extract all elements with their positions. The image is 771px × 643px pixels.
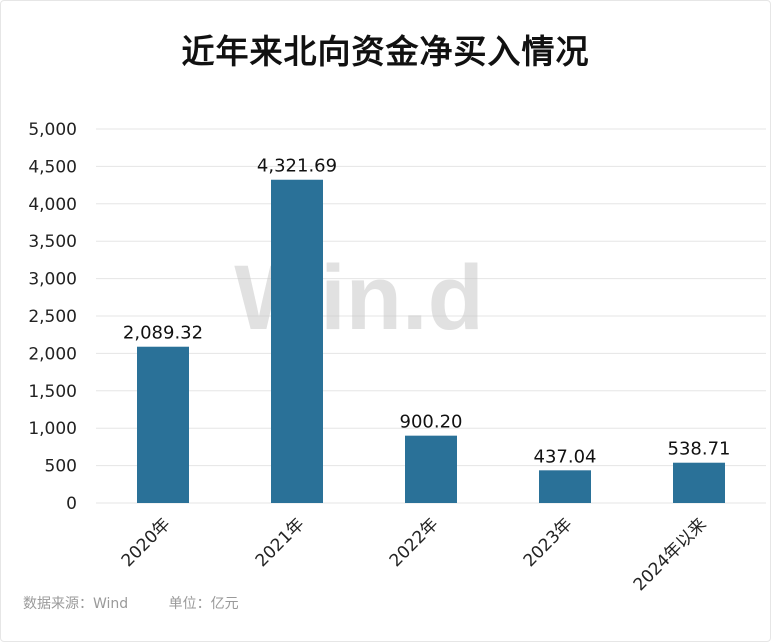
y-tick-label: 4,500: [28, 157, 77, 177]
x-tick-label: 2020年: [118, 514, 175, 571]
unit-note: 单位：亿元: [168, 596, 239, 612]
y-tick-label: 0: [66, 494, 77, 514]
bar: [673, 462, 725, 503]
bar: [137, 346, 189, 503]
y-tick-label: 3,500: [28, 232, 77, 252]
data-label: 900.20: [400, 412, 463, 433]
y-tick-label: 3,000: [28, 270, 77, 290]
y-tick-label: 500: [45, 457, 77, 477]
bar: [405, 435, 457, 503]
x-tick-label: 2024年以来: [630, 514, 711, 595]
chart-footer: 数据来源：Wind 单位：亿元: [23, 593, 275, 613]
bar: [539, 470, 591, 503]
y-tick-label: 1,000: [28, 419, 77, 439]
source-note: 数据来源：Wind: [23, 596, 129, 612]
y-tick-label: 4,000: [28, 195, 77, 215]
y-tick-label: 2,500: [28, 307, 77, 327]
y-tick-label: 2,000: [28, 344, 77, 364]
x-tick-label: 2023年: [520, 514, 577, 571]
data-label: 4,321.69: [257, 156, 337, 177]
data-label: 538.71: [668, 439, 731, 460]
data-label: 2,089.32: [123, 323, 203, 344]
bar: [271, 179, 323, 503]
y-tick-label: 5,000: [28, 120, 77, 140]
y-tick-label: 1,500: [28, 382, 77, 402]
x-tick-label: 2021年: [252, 514, 309, 571]
x-tick-label: 2022年: [386, 514, 443, 571]
chart-title: 近年来北向资金净买入情况: [181, 32, 590, 71]
data-label: 437.04: [534, 446, 597, 467]
